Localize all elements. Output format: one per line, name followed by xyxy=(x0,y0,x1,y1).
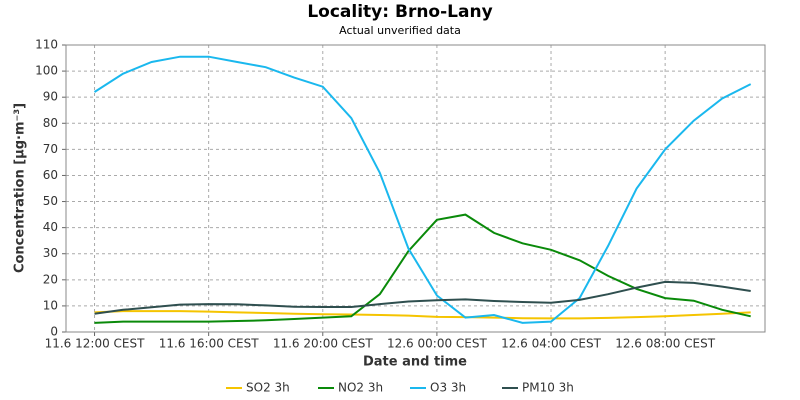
x-axis-label: Date and time xyxy=(363,355,467,370)
legend-label: SO2 3h xyxy=(246,381,290,395)
x-tick-label: 12.6 00:00 CEST xyxy=(387,337,488,351)
chart-title: Locality: Brno-Lany xyxy=(307,2,492,22)
x-tick-label: 12.6 04:00 CEST xyxy=(501,337,602,351)
y-tick-label: 50 xyxy=(43,194,58,208)
y-tick-label: 20 xyxy=(43,272,58,286)
y-tick-label: 40 xyxy=(43,220,58,234)
series-line xyxy=(94,213,751,324)
y-tick-label: 100 xyxy=(35,64,58,78)
y-tick-label: 110 xyxy=(35,38,58,52)
y-tick-label: 10 xyxy=(43,298,58,312)
y-tick-label: 30 xyxy=(43,246,58,260)
legend-label: NO2 3h xyxy=(338,381,383,395)
y-tick-label: 0 xyxy=(50,325,58,339)
series-line xyxy=(94,280,751,315)
y-tick-label: 90 xyxy=(43,90,58,104)
x-tick-label: 11.6 16:00 CEST xyxy=(159,337,260,351)
series-line xyxy=(94,310,751,320)
x-tick-label: 11.6 12:00 CEST xyxy=(45,337,146,351)
y-tick-label: 80 xyxy=(43,116,58,130)
y-tick-label: 70 xyxy=(43,142,58,156)
x-tick-label: 11.6 20:00 CEST xyxy=(273,337,374,351)
y-axis-label: Concentration [µg·m⁻³] xyxy=(13,103,28,273)
plot-frame xyxy=(65,44,766,333)
legend-label: PM10 3h xyxy=(522,381,574,395)
chart-subtitle: Actual unverified data xyxy=(339,24,461,37)
y-tick-label: 60 xyxy=(43,168,58,182)
series-line xyxy=(93,55,752,324)
legend-label: O3 3h xyxy=(430,381,466,395)
x-tick-label: 12.6 08:00 CEST xyxy=(615,337,716,351)
